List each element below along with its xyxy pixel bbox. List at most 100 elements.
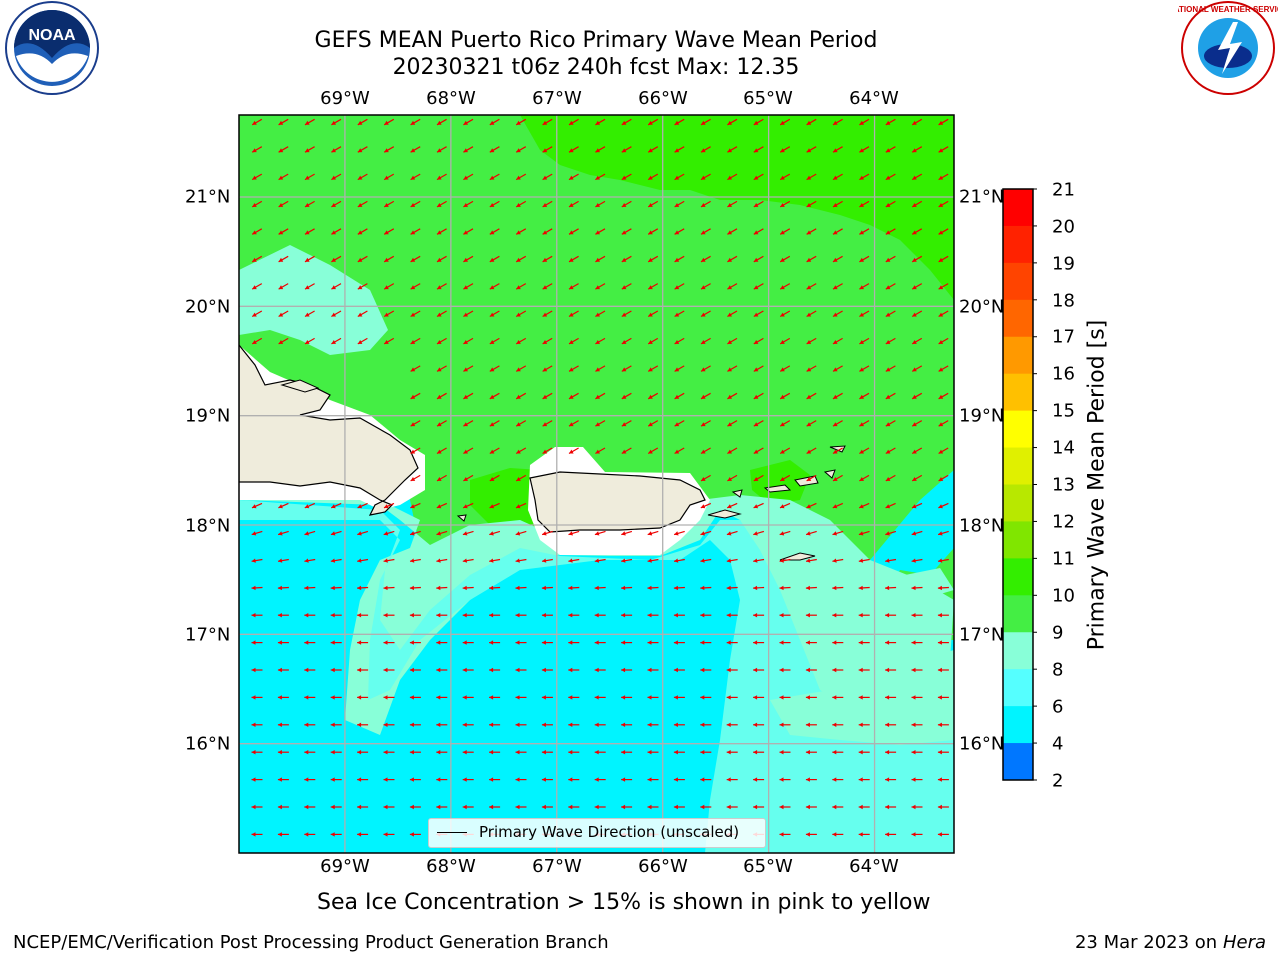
wave-direction-arrowhead <box>357 722 362 727</box>
wave-direction-arrowhead <box>541 667 546 673</box>
wave-direction-arrowhead <box>859 422 864 427</box>
wave-direction-arrowhead <box>726 695 731 700</box>
wave-direction-arrowhead <box>833 312 838 317</box>
wave-direction-arrowhead <box>569 257 574 262</box>
wave-direction-arrowhead <box>410 531 415 536</box>
wave-direction-arrowhead <box>436 504 442 509</box>
wave-direction-arrowhead <box>436 613 441 618</box>
wave-direction-arrowhead <box>252 120 257 125</box>
wave-direction-arrowhead <box>806 257 812 262</box>
wave-direction-arrowhead <box>833 367 838 372</box>
lon-label-top-68w: 68°W <box>426 88 476 109</box>
wave-direction-arrowhead <box>832 722 837 727</box>
wave-direction-arrowhead <box>542 312 548 317</box>
wave-direction-arrowhead <box>436 585 441 591</box>
wave-direction-arrowhead <box>805 832 810 837</box>
wave-direction-arrowhead <box>331 203 336 207</box>
wave-direction-arrowhead <box>937 750 942 755</box>
wave-direction-arrowhead <box>515 804 520 810</box>
wave-direction-arrowhead <box>489 175 495 180</box>
wave-direction-arrowhead <box>330 613 335 618</box>
wave-direction-arrowhead <box>806 504 811 509</box>
wave-direction-arrowhead <box>700 750 705 755</box>
wave-direction-arrowhead <box>437 449 442 454</box>
wave-direction-arrowhead <box>885 120 891 125</box>
lon-label-bottom-65w: 65°W <box>743 856 793 877</box>
wave-direction-arrowhead <box>277 640 282 645</box>
wave-direction-arrowhead <box>673 640 678 645</box>
wave-direction-arrowhead <box>647 667 652 673</box>
wave-direction-arrowhead <box>701 449 706 454</box>
wave-direction-arrowhead <box>278 285 284 290</box>
wave-direction-arrowhead <box>595 422 600 427</box>
wave-direction-arrowhead <box>912 148 917 153</box>
wave-direction-arrowhead <box>569 120 574 125</box>
lon-label-bottom-67w: 67°W <box>532 856 582 877</box>
wave-direction-arrowhead <box>885 285 891 290</box>
wave-direction-arrowhead <box>568 585 573 591</box>
wave-direction-arrowhead <box>330 531 336 536</box>
wave-direction-arrowhead <box>885 367 891 372</box>
wave-direction-arrowhead <box>542 422 548 427</box>
wave-direction-arrowhead <box>674 340 680 344</box>
wave-direction-arrowhead <box>463 175 468 180</box>
wave-direction-arrowhead <box>489 367 495 372</box>
wave-direction-arrowhead <box>595 367 600 372</box>
wave-direction-arrowhead <box>331 148 336 153</box>
wave-direction-arrowhead <box>436 640 441 645</box>
wave-direction-arrowhead <box>911 722 916 727</box>
wave-direction-arrowhead <box>885 175 891 180</box>
wave-direction-arrowhead <box>542 285 548 290</box>
wave-direction-arrowhead <box>885 804 890 810</box>
wave-direction-arrowhead <box>463 504 468 509</box>
wave-direction-arrowhead <box>858 722 863 727</box>
wave-direction-arrowhead <box>938 531 943 536</box>
wave-direction-arrowhead <box>779 722 784 727</box>
wave-direction-arrowhead <box>384 175 389 180</box>
wave-direction-arrowhead <box>304 504 310 509</box>
wave-direction-arrowhead <box>569 449 574 454</box>
wave-direction-arrowhead <box>594 695 599 700</box>
wave-direction-arrowhead <box>489 230 495 235</box>
wave-direction-arrowhead <box>330 722 335 727</box>
wave-direction-arrowhead <box>489 257 495 262</box>
wave-direction-arrowhead <box>409 804 414 810</box>
lon-label-bottom-69w: 69°W <box>320 856 370 877</box>
wave-direction-arrowhead <box>383 667 388 673</box>
wave-direction-arrowhead <box>912 449 917 454</box>
wave-direction-arrowhead <box>674 531 679 536</box>
wave-direction-arrowhead <box>859 175 864 180</box>
colorbar-tick: 19 <box>1052 253 1075 275</box>
wave-direction-arrowhead <box>701 367 706 372</box>
wave-direction-arrowhead <box>938 175 944 180</box>
wave-direction-arrowhead <box>727 285 732 290</box>
wave-direction-arrowhead <box>277 804 282 810</box>
wave-direction-arrowhead <box>305 312 310 317</box>
wave-direction-arrowhead <box>489 585 494 591</box>
wave-direction-arrowhead <box>833 230 838 235</box>
wave-direction-arrowhead <box>595 257 600 262</box>
wave-direction-arrowhead <box>832 750 837 755</box>
wave-direction-arrowhead <box>462 722 467 727</box>
wave-direction-arrowhead <box>463 340 468 344</box>
wave-direction-arrowhead <box>647 640 652 645</box>
lat-label-left-16n: 16°N <box>185 733 231 755</box>
wave-direction-arrowhead <box>674 367 680 372</box>
footer-date: 23 Mar 2023 on Hera <box>1075 932 1266 953</box>
wave-direction-arrowhead <box>753 695 758 700</box>
wave-direction-arrowhead <box>331 504 336 509</box>
wave-direction-arrowhead <box>779 640 784 645</box>
wave-direction-arrowhead <box>885 394 891 399</box>
lat-label-right-19n: 19°N <box>959 405 1005 427</box>
wave-direction-arrowhead <box>331 175 336 180</box>
wave-direction-arrowhead <box>833 449 838 454</box>
wave-direction-arrowhead <box>621 449 627 454</box>
wave-direction-arrowhead <box>410 340 416 344</box>
wave-direction-arrowhead <box>700 613 705 618</box>
wave-direction-arrowhead <box>727 340 732 344</box>
wave-direction-arrowhead <box>357 613 362 618</box>
wave-direction-arrowhead <box>437 120 442 125</box>
wave-direction-arrowhead <box>911 695 916 700</box>
wave-direction-arrowhead <box>463 367 468 372</box>
wave-direction-arrowhead <box>753 148 759 153</box>
